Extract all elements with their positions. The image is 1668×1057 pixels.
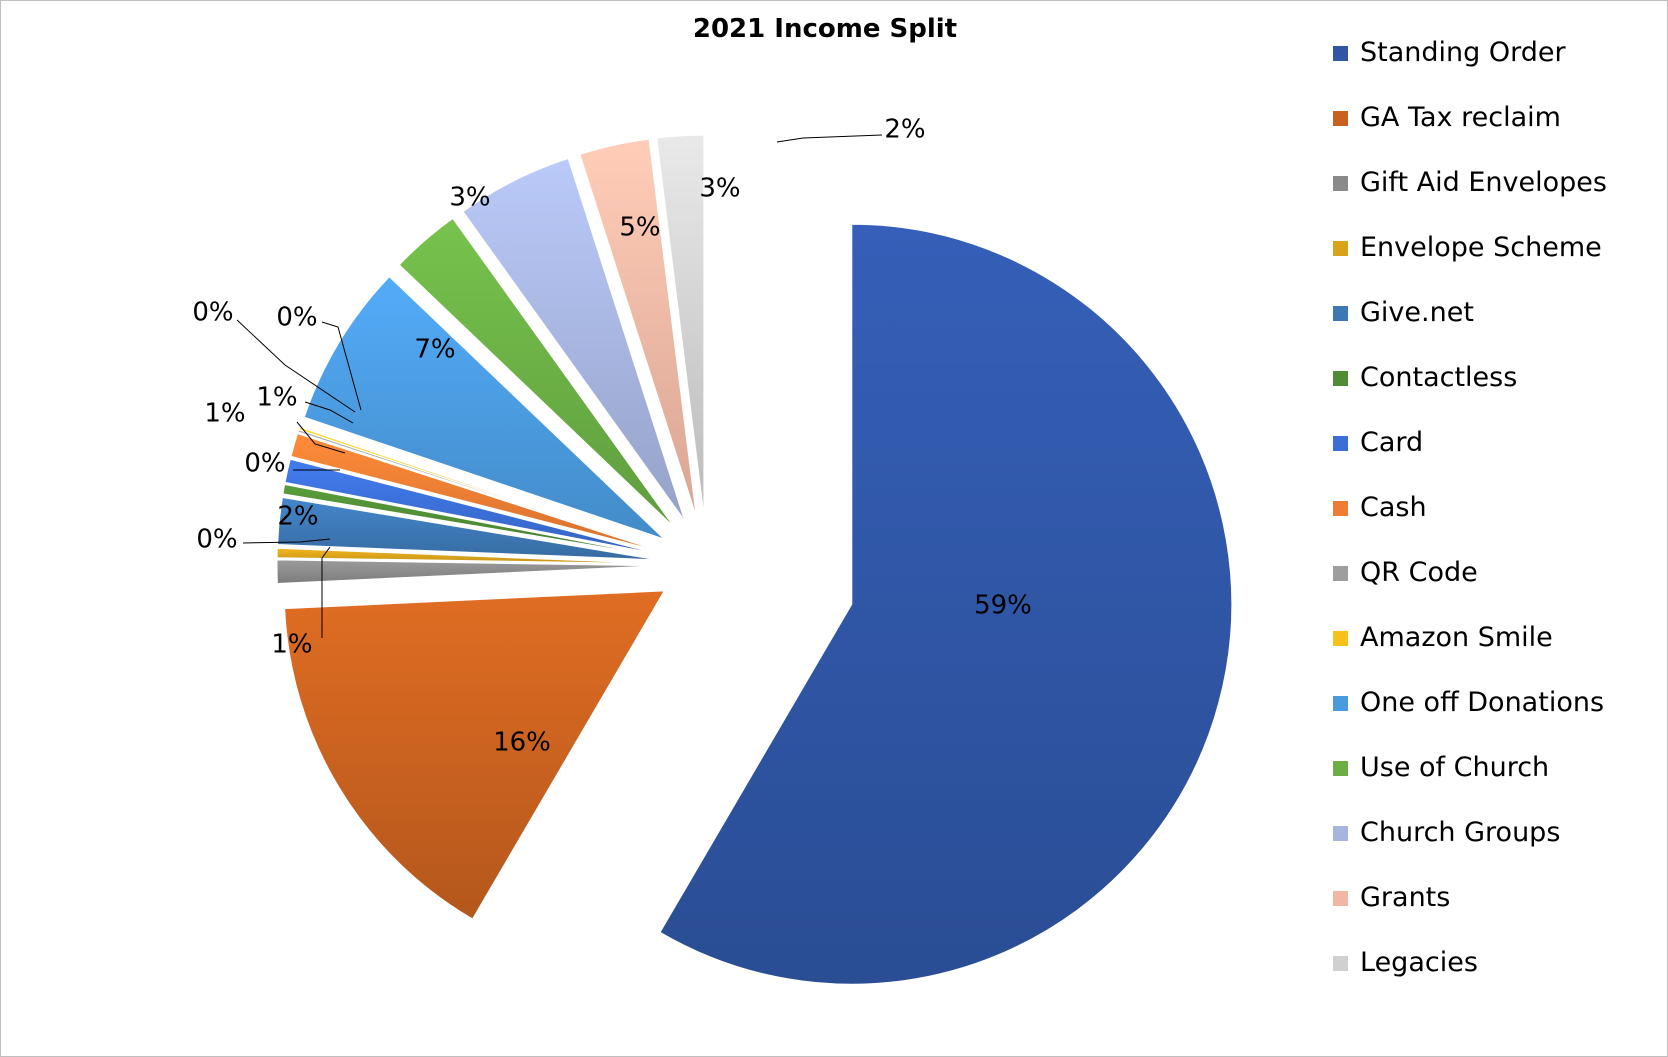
legend-item: GA Tax reclaim [1333, 98, 1653, 163]
leader-line [242, 538, 331, 544]
data-label: 0% [276, 303, 317, 333]
legend-swatch [1333, 46, 1348, 61]
pie-slice-contactless [282, 483, 658, 557]
legend-swatch [1333, 631, 1348, 646]
legend-item: Standing Order [1333, 33, 1653, 98]
legend-label: QR Code [1360, 557, 1478, 588]
leader-line [236, 319, 356, 413]
pie-slice-cash [290, 432, 660, 552]
chart-title: 2021 Income Split [692, 14, 958, 44]
legend-label: Gift Aid Envelopes [1360, 167, 1607, 198]
legend-swatch [1333, 826, 1348, 841]
legend-swatch [1333, 241, 1348, 256]
legend-swatch [1333, 696, 1348, 711]
legend-item: Give.net [1333, 293, 1653, 358]
pie-slice-church-groups [462, 157, 685, 521]
legend-item: Amazon Smile [1333, 618, 1653, 683]
legend-label: GA Tax reclaim [1360, 102, 1561, 133]
data-label: 3% [449, 183, 490, 213]
leader-line [776, 134, 883, 143]
leader-line [321, 546, 331, 638]
legend-label: Contactless [1360, 362, 1518, 393]
data-label: 3% [699, 174, 740, 204]
legend-item: Legacies [1333, 943, 1653, 1008]
legend-label: Cash [1360, 492, 1427, 523]
data-label: 5% [619, 213, 660, 243]
legend-swatch [1333, 306, 1348, 321]
pie-slice-use-of-church [398, 217, 675, 528]
data-label: 0% [196, 525, 237, 555]
data-label: 0% [192, 298, 233, 328]
legend-item: Church Groups [1333, 813, 1653, 878]
legend-item: Gift Aid Envelopes [1333, 163, 1653, 228]
pie-slice-legacies [656, 134, 705, 516]
pie-slice-gift-aid-envelopes [276, 559, 658, 585]
data-label: 59% [974, 591, 1032, 621]
legend-item: Contactless [1333, 358, 1653, 423]
legend-swatch [1333, 436, 1348, 451]
data-label: 16% [493, 728, 551, 758]
legend-item: Grants [1333, 878, 1653, 943]
legend-item: Cash [1333, 488, 1653, 553]
pie-slice-card [284, 458, 659, 555]
legend-item: Card [1333, 423, 1653, 488]
data-label: 2% [277, 502, 318, 532]
legend-label: Amazon Smile [1360, 622, 1553, 653]
legend-swatch [1333, 891, 1348, 906]
pie-slice-envelope-scheme [276, 547, 658, 565]
legend-swatch [1333, 111, 1348, 126]
pie-slice-amazon-smile [298, 426, 660, 550]
leader-line [321, 321, 362, 411]
data-label: 7% [414, 335, 455, 365]
legend-label: Envelope Scheme [1360, 232, 1602, 263]
data-label: 0% [244, 449, 285, 479]
legend-label: One off Donations [1360, 687, 1605, 718]
legend-swatch [1333, 176, 1348, 191]
pie-slice-grants [579, 138, 697, 517]
legend-label: Card [1360, 427, 1424, 458]
legend-label: Legacies [1360, 947, 1478, 978]
pie-slice-standing-order [659, 223, 1233, 985]
leader-line [304, 401, 354, 424]
data-label: 1% [256, 383, 297, 413]
legend-item: One off Donations [1333, 683, 1653, 748]
pie-slice-ga-tax-reclaim [284, 590, 666, 920]
legend-swatch [1333, 501, 1348, 516]
legend-label: Use of Church [1360, 752, 1550, 783]
legend-swatch [1333, 761, 1348, 776]
legend-label: Standing Order [1360, 37, 1566, 68]
legend-label: Church Groups [1360, 817, 1561, 848]
legend-item: QR Code [1333, 553, 1653, 618]
legend-item: Use of Church [1333, 748, 1653, 813]
data-label: 1% [204, 399, 245, 429]
data-label: 2% [884, 115, 925, 145]
legend-label: Give.net [1360, 297, 1474, 328]
data-label: 1% [271, 630, 312, 660]
legend-swatch [1333, 566, 1348, 581]
pie-slice-one-off-donations [303, 276, 665, 540]
legend-label: Grants [1360, 882, 1451, 913]
leader-line [296, 421, 346, 454]
chart-legend: Standing Order GA Tax reclaim Gift Aid Env… [1333, 33, 1653, 1008]
legend-swatch [1333, 371, 1348, 386]
legend-item: Envelope Scheme [1333, 228, 1653, 293]
pie-slice-give-net [277, 496, 658, 561]
legend-swatch [1333, 956, 1348, 971]
